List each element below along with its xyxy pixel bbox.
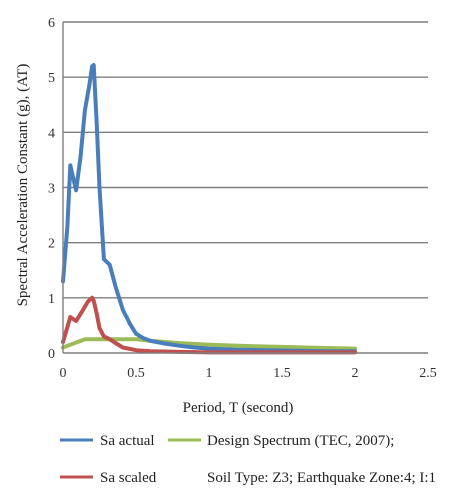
series-line-sa-scaled	[61, 295, 357, 355]
grid-lines	[63, 21, 428, 299]
y-tick-label: 4	[48, 126, 55, 141]
axes	[62, 22, 428, 354]
y-tick-label: 6	[48, 16, 55, 31]
legend-label-design-spectrum: Design Spectrum (TEC, 2007);	[207, 433, 394, 449]
y-tick-label: 0	[48, 347, 55, 362]
x-tick-label: 1	[206, 366, 213, 381]
x-tick-label: 2	[352, 366, 359, 381]
legend-label-sa-actual: Sa actual	[100, 433, 155, 449]
y-tick-label: 1	[48, 292, 55, 307]
series-lines	[61, 63, 357, 355]
x-tick-label: 0.5	[127, 366, 145, 381]
x-tick-label: 2.5	[419, 366, 437, 381]
legend-note-soil-type: Soil Type: Z3; Earthquake Zone:4; I:1	[207, 470, 436, 486]
y-axis-label: Spectral Acceleration Constant (g), (AT)	[15, 64, 31, 307]
x-axis-label: Period, T (second)	[183, 400, 294, 416]
y-tick-label: 2	[48, 237, 55, 252]
y-tick-label: 5	[48, 71, 55, 86]
x-tick-label: 1.5	[273, 366, 291, 381]
series-line-sa-actual	[61, 63, 357, 354]
tick-labels: 0 1 2 3 4 5 6 0 0.5 1 1.5 2 2.5	[48, 16, 437, 381]
legend-label-sa-scaled: Sa scaled	[100, 470, 157, 486]
legend: Sa actual Sa scaled Design Spectrum (TEC…	[60, 433, 436, 486]
y-tick-label: 3	[48, 182, 55, 197]
x-tick-label: 0	[60, 366, 67, 381]
